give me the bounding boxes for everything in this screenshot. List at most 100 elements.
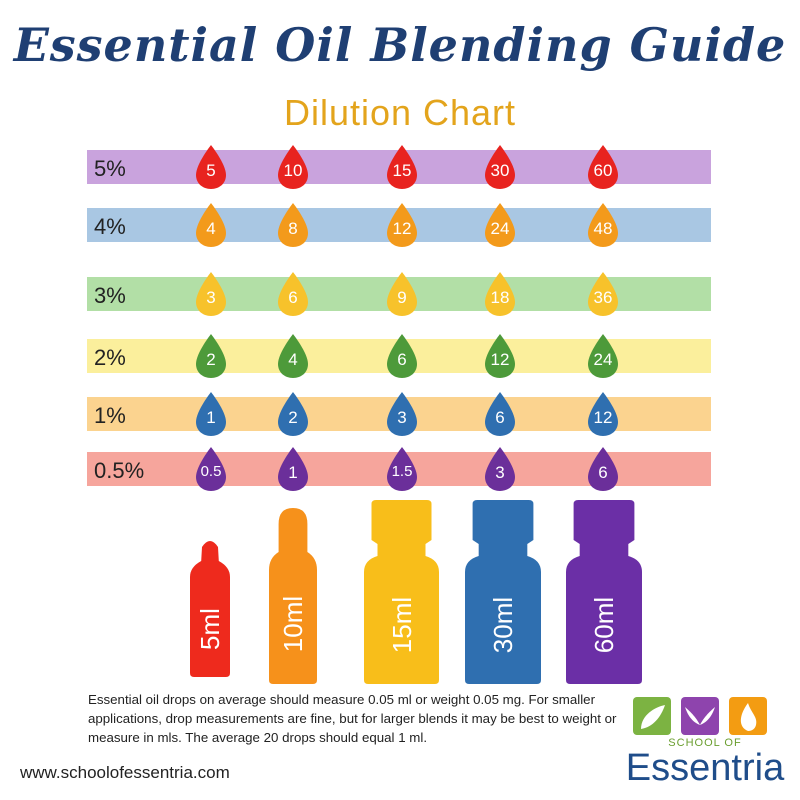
drop-icon <box>196 145 226 189</box>
drop-count: 6 <box>483 391 517 437</box>
drop-count: 8 <box>276 202 310 248</box>
drop-icon <box>278 145 308 189</box>
bottle-15ml: 15ml <box>364 500 439 684</box>
drop-icon <box>588 447 618 491</box>
drop-count-value: 36 <box>593 288 613 307</box>
drop-count-value: 6 <box>288 288 298 307</box>
drop-count: 1 <box>276 446 310 492</box>
drop-count: 24 <box>483 202 517 248</box>
drop-icon <box>387 334 417 378</box>
drop-count: 4 <box>194 202 228 248</box>
page-subtitle: Dilution Chart <box>283 92 517 133</box>
drop-count-value: 9 <box>397 288 407 307</box>
bottle-icon <box>269 508 317 684</box>
drop-count-value: 3 <box>206 288 216 307</box>
drop-icon <box>196 272 226 316</box>
school-logo: SCHOOL OF Essentria <box>625 695 785 795</box>
drop-icon <box>278 272 308 316</box>
drop-icon <box>387 272 417 316</box>
drop-icon <box>485 272 515 316</box>
drop-count: 3 <box>385 391 419 437</box>
bottle-icon <box>364 500 439 684</box>
drop-count: 36 <box>586 271 620 317</box>
drop-count: 4 <box>276 333 310 379</box>
drop-count-value: 12 <box>392 219 412 238</box>
drop-icon <box>485 145 515 189</box>
drop-count-value: 2 <box>288 408 298 427</box>
drop-count: 12 <box>586 391 620 437</box>
drop-icon <box>278 203 308 247</box>
drop-icon <box>387 447 417 491</box>
drop-icon <box>387 392 417 436</box>
drop-icon <box>278 334 308 378</box>
drop-icon <box>387 145 417 189</box>
drop-icon <box>588 272 618 316</box>
bottle-icon <box>465 500 541 684</box>
drop-icon <box>588 203 618 247</box>
drop-count: 24 <box>586 333 620 379</box>
drop-icon <box>278 392 308 436</box>
bottle-10ml: 10ml <box>269 508 317 684</box>
drop-count-value: 12 <box>490 350 510 369</box>
drop-icon <box>387 203 417 247</box>
drop-icon <box>588 334 618 378</box>
drop-count: 9 <box>385 271 419 317</box>
drop-count-value: 1 <box>206 408 216 427</box>
dilution-percent-label: 1% <box>94 403 126 428</box>
drop-count: 6 <box>276 271 310 317</box>
drop-count: 5 <box>194 144 228 190</box>
drop-count-value: 4 <box>288 350 298 369</box>
drop-count-value: 4 <box>206 219 216 238</box>
bottle-60ml: 60ml <box>566 500 642 684</box>
drop-count: 6 <box>385 333 419 379</box>
drop-count-value: 15 <box>392 161 412 180</box>
drop-count: 30 <box>483 144 517 190</box>
drop-count: 1 <box>194 391 228 437</box>
website-link[interactable]: www.schoolofessentria.com <box>20 763 230 782</box>
drop-count: 15 <box>385 144 419 190</box>
drop-count-value: 12 <box>593 408 613 427</box>
drop-icon <box>196 203 226 247</box>
drop-count-value: 6 <box>495 408 505 427</box>
drop-count-value: 48 <box>593 219 613 238</box>
drop-count: 12 <box>385 202 419 248</box>
drop-icon <box>485 392 515 436</box>
drop-count: 3 <box>483 446 517 492</box>
drop-count: 2 <box>276 391 310 437</box>
logo-name-text: Essentria <box>625 747 785 789</box>
drop-icon <box>588 145 618 189</box>
measurement-note: Essential oil drops on average should me… <box>88 692 617 745</box>
drop-icon <box>196 392 226 436</box>
drop-count-value: 24 <box>593 350 613 369</box>
dilution-percent-label: 5% <box>94 156 126 181</box>
drop-count-value: 1.5 <box>391 463 413 480</box>
drop-icon <box>485 447 515 491</box>
bottle-size-label: 30ml <box>488 596 518 654</box>
drop-icon <box>196 447 226 491</box>
dilution-percent-label: 2% <box>94 345 126 370</box>
bottle-5ml: 5ml <box>190 537 230 677</box>
drop-icon <box>485 203 515 247</box>
drop-count-value: 3 <box>397 408 407 427</box>
drop-count-value: 24 <box>490 219 510 238</box>
drop-count: 12 <box>483 333 517 379</box>
drop-count-value: 2 <box>206 350 216 369</box>
drop-icon <box>485 334 515 378</box>
bottle-icon <box>190 541 230 677</box>
drop-count: 0.5 <box>194 446 228 492</box>
drop-count: 18 <box>483 271 517 317</box>
bottle-30ml: 30ml <box>465 500 541 684</box>
drop-count-value: 6 <box>397 350 407 369</box>
bottle-size-label: 60ml <box>589 596 619 654</box>
bottle-size-label: 5ml <box>195 608 225 651</box>
page-title: Essential Oil Blending Guide <box>13 18 787 72</box>
drop-icon <box>278 447 308 491</box>
drop-count: 10 <box>276 144 310 190</box>
drop-count: 48 <box>586 202 620 248</box>
dilution-percent-label: 0.5% <box>94 458 145 483</box>
dilution-percent-label: 4% <box>94 214 126 239</box>
bottle-icon <box>566 500 642 684</box>
drop-count-value: 1 <box>288 463 298 482</box>
drop-count-value: 60 <box>593 161 613 180</box>
drop-count-value: 18 <box>490 288 510 307</box>
